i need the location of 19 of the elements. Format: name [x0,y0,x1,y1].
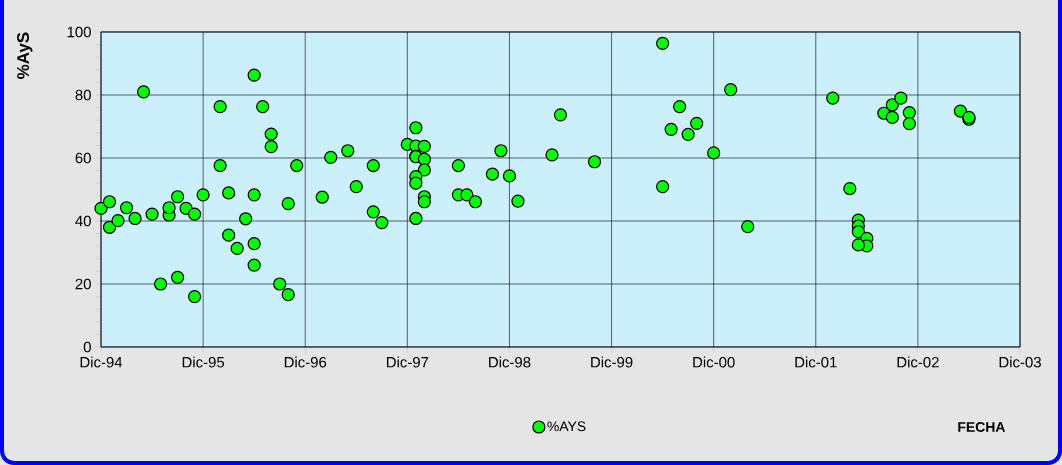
x-tick-label: Dic-97 [386,356,429,368]
y-tick-label: 60 [75,152,91,164]
legend-label: %AYS [547,421,586,432]
x-tick-label: Dic-99 [591,356,633,368]
y-tick-label: 40 [75,215,91,227]
x-tick-label: Dic-98 [489,356,531,368]
x-tick-label: Dic-00 [693,356,735,368]
y-tick-label: 0 [83,341,91,353]
x-tick-label: Dic-95 [182,356,225,368]
y-tick-label: 100 [67,26,91,38]
x-tick-label: Dic-02 [897,356,939,368]
x-tick-label: Dic-96 [284,356,327,368]
x-tick-label: Dic-03 [999,356,1041,368]
y-axis-title: %AyS [17,32,33,79]
y-tick-label: 80 [75,89,91,101]
y-tick-label: 20 [75,278,91,290]
x-tick-label: Dic-01 [795,356,837,368]
x-axis-title: FECHA [958,422,1006,432]
x-tick-label: Dic-94 [80,356,123,368]
